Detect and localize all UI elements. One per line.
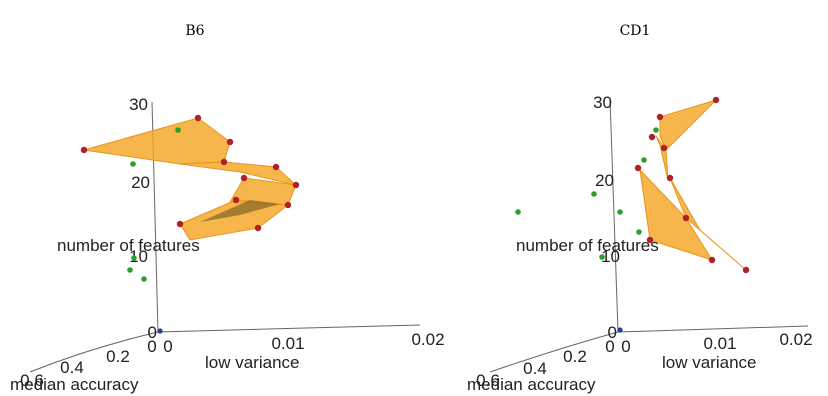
z-tick-cd1-0: 0 xyxy=(608,323,617,342)
point-cd1-frontier xyxy=(708,256,716,264)
frontier-surface-b6-2 xyxy=(179,161,297,186)
point-cd1-other xyxy=(636,229,642,235)
x-axis-label-cd1: low variance xyxy=(662,353,757,372)
point-b6-other xyxy=(130,161,136,167)
point-cd1-frontier xyxy=(646,236,654,244)
point-cd1-other xyxy=(515,209,521,215)
point-cd1-other xyxy=(617,209,623,215)
x-tick-cd1-001: 0.01 xyxy=(703,334,736,353)
z-axis-line-cd1 xyxy=(609,97,619,333)
point-b6-frontier xyxy=(176,220,184,228)
x-tick-b6-0: 0 xyxy=(163,337,172,356)
y-axis-label-b6: median accuracy xyxy=(10,375,139,394)
panel-b6: B6 30 20 10 0 0 0.01 0.02 0 0.2 0.4 0.6 … xyxy=(10,23,445,394)
point-b6-other xyxy=(131,255,137,261)
point-b6-other xyxy=(175,127,181,133)
point-b6-frontier xyxy=(220,158,228,166)
point-b6-frontier xyxy=(80,146,88,154)
point-cd1-frontier xyxy=(656,113,664,121)
z-axis-label-cd1: number of features xyxy=(516,236,659,255)
point-cd1-frontier xyxy=(660,144,668,152)
y-tick-b6-06: 0.6 xyxy=(20,371,44,390)
y-tick-cd1-06: 0.6 xyxy=(476,371,500,390)
z-tick-cd1-20: 20 xyxy=(595,171,614,190)
y-axis-label-cd1: median accuracy xyxy=(467,375,596,394)
point-cd1-frontier xyxy=(648,133,656,141)
x-tick-b6-001: 0.01 xyxy=(271,334,304,353)
point-cd1-frontier xyxy=(712,96,720,104)
z-tick-b6-0: 0 xyxy=(148,323,157,342)
frontier-surface-b6-4 xyxy=(179,199,290,241)
y-axis-line-b6 xyxy=(29,331,159,373)
point-b6-frontier xyxy=(272,163,280,171)
point-b6-other xyxy=(141,276,147,282)
z-tick-b6-20: 20 xyxy=(131,173,150,192)
point-b6-frontier xyxy=(292,181,300,189)
point-b6-frontier xyxy=(254,224,262,232)
point-b6-frontier xyxy=(240,174,248,182)
point-b6-frontier xyxy=(284,201,292,209)
point-cd1-frontier xyxy=(666,174,674,182)
y-tick-cd1-02: 0.2 xyxy=(563,347,587,366)
points-cd1 xyxy=(515,96,750,333)
x-tick-cd1-0: 0 xyxy=(621,337,630,356)
point-cd1-frontier xyxy=(682,214,690,222)
x-tick-cd1-002: 0.02 xyxy=(779,330,812,349)
z-axis-label-b6: number of features xyxy=(57,236,200,255)
y-axis-line-cd1 xyxy=(489,331,619,373)
y-tick-b6-0: 0 xyxy=(147,337,156,356)
points-b6 xyxy=(80,114,300,334)
panel-cd1: CD1 30 20 10 0 0 0.01 0.02 0 0.2 0.4 0.6… xyxy=(467,23,813,394)
point-cd1-frontier xyxy=(634,164,642,172)
point-b6-frontier xyxy=(194,114,202,122)
point-cd1-other xyxy=(641,157,647,163)
point-b6-frontier xyxy=(226,138,234,146)
z-tick-b6-30: 30 xyxy=(129,95,148,114)
z-tick-cd1-10: 10 xyxy=(601,247,620,266)
point-cd1-other xyxy=(599,254,605,260)
frontier-surface-b6-shade xyxy=(200,200,280,222)
z-tick-b6-10: 10 xyxy=(129,247,148,266)
point-cd1-other xyxy=(653,127,659,133)
frontier-surface-b6-1 xyxy=(83,117,231,165)
x-axis-label-b6: low variance xyxy=(205,353,300,372)
y-tick-cd1-0: 0 xyxy=(605,337,614,356)
point-b6-frontier xyxy=(232,196,240,204)
point-cd1-frontier xyxy=(742,266,750,274)
frontier-surface-cd1-1 xyxy=(659,99,717,151)
y-tick-b6-04: 0.4 xyxy=(60,358,84,377)
point-b6-origin xyxy=(157,328,163,334)
z-tick-cd1-30: 30 xyxy=(593,93,612,112)
panel-title-b6: B6 xyxy=(185,23,204,39)
y-tick-cd1-04: 0.4 xyxy=(523,359,547,378)
point-cd1-origin xyxy=(617,327,623,333)
x-tick-b6-002: 0.02 xyxy=(411,330,444,349)
y-tick-b6-02: 0.2 xyxy=(106,347,130,366)
x-axis-line-cd1 xyxy=(617,325,809,333)
point-cd1-other xyxy=(591,191,597,197)
panel-title-cd1: CD1 xyxy=(620,23,651,39)
point-b6-other xyxy=(127,267,133,273)
x-axis-line-b6 xyxy=(157,324,421,333)
